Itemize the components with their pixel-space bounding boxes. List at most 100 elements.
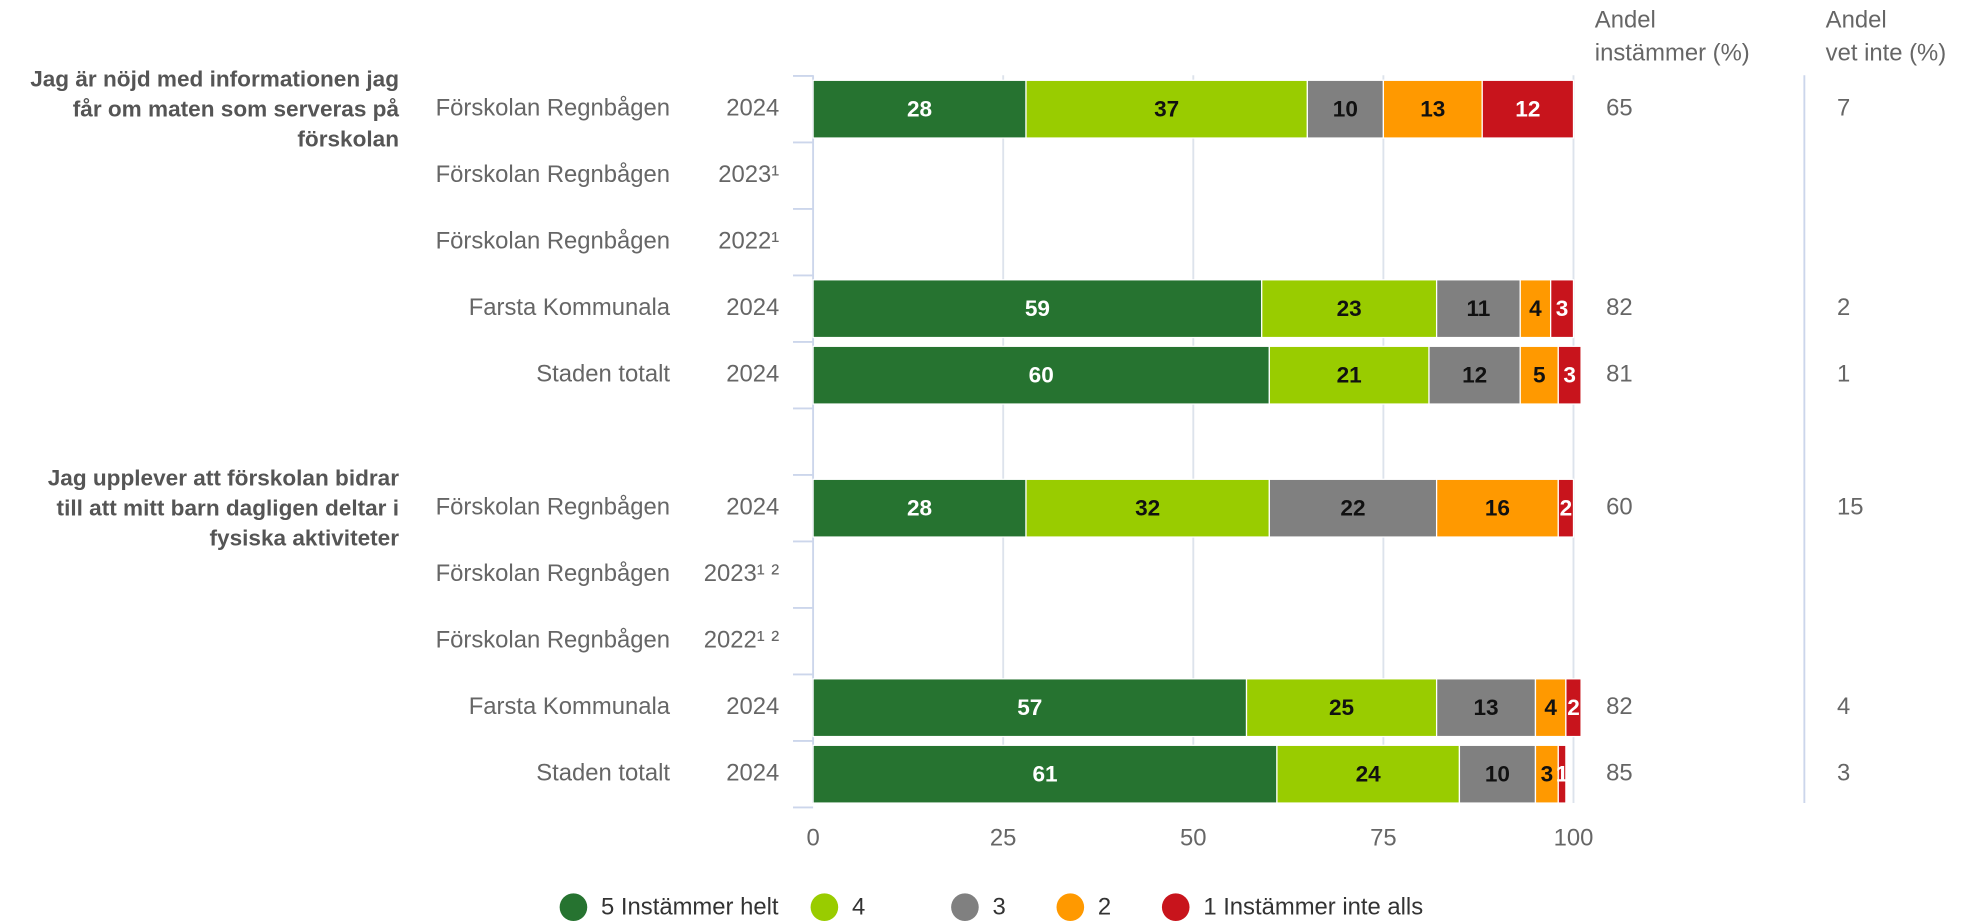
column-value: 15: [1837, 493, 1864, 520]
data-label: 12: [1462, 362, 1487, 387]
bar-segment: [1025, 478, 1270, 538]
year-label: 2024: [726, 759, 779, 786]
category-label: Förskolan Regnbågen: [436, 493, 670, 520]
year-label: 2024: [726, 693, 779, 720]
data-label: 2: [1560, 495, 1573, 520]
data-label: 3: [1563, 362, 1576, 387]
category-label: Förskolan Regnbågen: [436, 626, 670, 653]
legend-label: 1 Instämmer inte alls: [1203, 894, 1423, 921]
legend-marker: [1056, 893, 1085, 921]
data-label: 28: [907, 96, 932, 121]
data-label: 4: [1544, 695, 1557, 720]
category-label: Staden totalt: [536, 759, 670, 786]
bar-segment: [1435, 678, 1537, 738]
bar-segment: [812, 478, 1027, 538]
bar-segment: [812, 279, 1263, 339]
data-label: 5: [1533, 362, 1546, 387]
bar-segment: [1245, 678, 1438, 738]
category-label: Förskolan Regnbågen: [436, 94, 670, 121]
bar-segment: [1276, 744, 1461, 804]
column-value: 82: [1606, 294, 1633, 321]
data-label: 23: [1337, 296, 1362, 321]
bar-segment: [1481, 79, 1575, 139]
category-label: Förskolan Regnbågen: [436, 161, 670, 188]
question: Jag upplever att förskolan bidrar: [48, 465, 400, 490]
legend-marker: [1161, 893, 1190, 921]
bar-segment: [1268, 345, 1430, 405]
year-label: 2024: [726, 294, 779, 321]
question: förskolan: [297, 127, 399, 152]
bar-segment: [1025, 79, 1308, 139]
column-value: 85: [1606, 759, 1633, 786]
bar-segment: [1428, 345, 1521, 405]
data-label: 16: [1485, 495, 1510, 520]
x-tick-label: 75: [1370, 825, 1397, 852]
year-label: 2024: [726, 94, 779, 121]
legend-marker: [951, 893, 979, 921]
data-label: 57: [1017, 695, 1042, 720]
category-label: Förskolan Regnbågen: [436, 560, 670, 587]
bar-segment: [1550, 279, 1575, 339]
bar-segment: [1268, 478, 1438, 538]
bar-segment: [812, 744, 1278, 804]
data-label: 2: [1567, 695, 1580, 720]
bar-segment: [812, 345, 1270, 405]
column-value: 4: [1837, 693, 1850, 720]
column-header: instämmer (%): [1595, 39, 1750, 66]
data-label: 32: [1135, 495, 1160, 520]
bar-segment: [1557, 744, 1567, 804]
column-value: 81: [1606, 360, 1633, 387]
x-tick-label: 25: [990, 825, 1017, 852]
data-label: 4: [1529, 296, 1542, 321]
data-label: 21: [1337, 362, 1362, 387]
legend-label: 4: [852, 894, 865, 921]
legend-label: 5 Instämmer helt: [601, 894, 779, 921]
data-label: 61: [1032, 761, 1057, 786]
category-label: Förskolan Regnbågen: [436, 227, 670, 254]
data-label: 22: [1340, 495, 1365, 520]
data-label: 59: [1025, 296, 1050, 321]
data-label: 12: [1515, 96, 1540, 121]
legend-marker: [559, 893, 588, 921]
bar-segment: [1382, 79, 1483, 139]
year-label: 2022¹ ²: [704, 626, 780, 653]
data-label: 25: [1329, 695, 1354, 720]
column-value: 60: [1606, 493, 1633, 520]
data-label: 24: [1356, 761, 1382, 786]
category-label: Farsta Kommunala: [469, 693, 671, 720]
data-label: 28: [907, 495, 932, 520]
year-label: 2023¹: [718, 161, 779, 188]
year-label: 2024: [726, 360, 779, 387]
year-label: 2023¹ ²: [704, 560, 780, 587]
data-label: 10: [1485, 761, 1510, 786]
year-label: 2024: [726, 493, 779, 520]
bar-segment: [1519, 345, 1559, 405]
data-label: 13: [1420, 96, 1445, 121]
column-header: vet inte (%): [1826, 39, 1947, 66]
x-tick-label: 0: [806, 825, 819, 852]
column-value: 82: [1606, 693, 1633, 720]
column-value: 1: [1837, 360, 1850, 387]
bar-segment: [1557, 345, 1582, 405]
category-label: Farsta Kommunala: [469, 294, 671, 321]
column-value: 7: [1837, 94, 1850, 121]
data-label: 60: [1029, 362, 1054, 387]
x-tick-label: 50: [1180, 825, 1207, 852]
question: får om maten som serveras på: [73, 96, 400, 121]
data-label: 37: [1154, 96, 1179, 121]
bar-segment: [812, 79, 1027, 139]
year-label: 2022¹: [718, 227, 779, 254]
legend-label: 2: [1098, 894, 1111, 921]
column-header: Andel: [1826, 7, 1887, 34]
data-label: 1: [1556, 761, 1569, 786]
x-tick-label: 100: [1554, 825, 1594, 852]
column-value: 3: [1837, 759, 1850, 786]
column-value: 65: [1606, 94, 1633, 121]
bar-segment: [1565, 678, 1582, 738]
data-label: 11: [1466, 296, 1490, 321]
question: till att mitt barn dagligen deltar i: [57, 495, 399, 520]
bar-segment: [1435, 279, 1521, 339]
data-label: 13: [1473, 695, 1498, 720]
data-label: 3: [1556, 296, 1569, 321]
